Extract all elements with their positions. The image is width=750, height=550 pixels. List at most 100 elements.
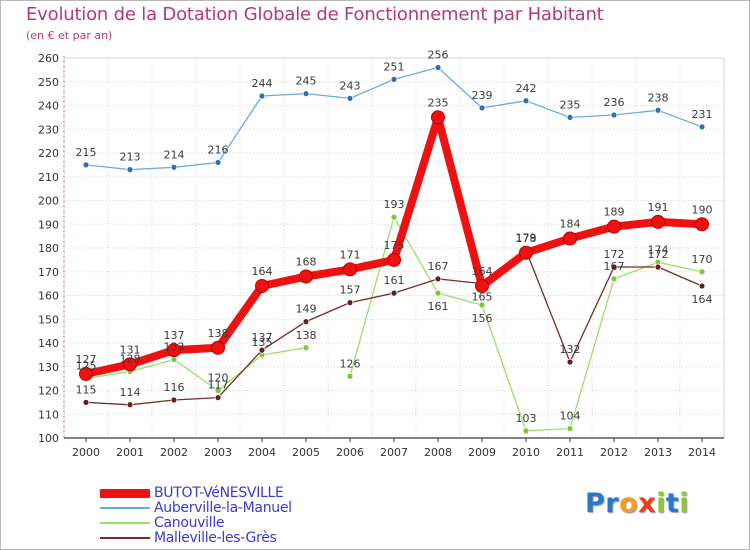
data-point-malleville-les-gr-s: [82, 398, 90, 406]
legend-label-auberville: Auberville-la-Manuel: [154, 500, 292, 516]
y-tick-label: 160: [38, 290, 59, 303]
x-tick-label: 2012: [600, 446, 628, 459]
x-tick-label: 2011: [556, 446, 584, 459]
data-point-auberville-la-manuel: [258, 92, 266, 100]
data-label-canouville: 138: [296, 329, 317, 342]
legend-item-canouville[interactable]: Canouville: [100, 515, 225, 531]
data-label-malleville-les-gr-s: 179: [516, 231, 537, 244]
data-point-butot-v-nesville: [563, 231, 577, 246]
data-label-auberville-la-manuel: 236: [604, 96, 625, 109]
data-point-malleville-les-gr-s: [434, 275, 442, 283]
logo-letter: t: [665, 488, 680, 519]
logo-letter: o: [619, 488, 639, 519]
data-point-auberville-la-manuel: [654, 106, 662, 114]
data-point-malleville-les-gr-s: [654, 263, 662, 271]
logo-letter: r: [605, 488, 620, 519]
y-tick-label: 120: [38, 385, 59, 398]
data-label-auberville-la-manuel: 244: [252, 77, 273, 90]
data-point-butot-v-nesville: [167, 343, 181, 358]
data-point-auberville-la-manuel: [434, 64, 442, 71]
y-tick-label: 200: [38, 195, 59, 208]
data-label-auberville-la-manuel: 256: [428, 49, 449, 62]
data-label-butot-v-nesville: 168: [296, 256, 317, 269]
legend-swatch-auberville: [100, 507, 150, 509]
data-label-malleville-les-gr-s: 114: [120, 386, 141, 399]
data-label-malleville-les-gr-s: 137: [252, 331, 273, 344]
data-point-auberville-la-manuel: [170, 163, 178, 171]
data-point-malleville-les-gr-s: [258, 346, 266, 354]
data-label-malleville-les-gr-s: 116: [164, 381, 185, 394]
data-point-auberville-la-manuel: [478, 104, 486, 112]
chart-title: Evolution de la Dotation Globale de Fonc…: [26, 4, 604, 25]
data-point-butot-v-nesville: [431, 110, 445, 125]
data-label-canouville: 193: [384, 198, 405, 211]
data-point-malleville-les-gr-s: [346, 299, 354, 307]
x-tick-label: 2009: [468, 446, 496, 459]
y-tick-label: 230: [38, 123, 59, 136]
data-label-malleville-les-gr-s: 172: [604, 248, 625, 261]
x-tick-label: 2014: [688, 446, 716, 459]
data-label-butot-v-nesville: 178: [516, 232, 537, 245]
data-label-canouville: 120: [208, 372, 229, 385]
x-tick-label: 2005: [292, 446, 320, 459]
data-label-malleville-les-gr-s: 165: [472, 291, 493, 304]
y-tick-label: 140: [38, 337, 59, 350]
data-label-canouville: 104: [560, 410, 581, 423]
legend-item-malleville[interactable]: Malleville-les-Grès: [100, 530, 277, 546]
data-label-malleville-les-gr-s: 117: [208, 379, 229, 392]
data-label-malleville-les-gr-s: 161: [384, 274, 405, 287]
data-point-canouville: [346, 372, 354, 380]
data-label-butot-v-nesville: 138: [208, 327, 229, 340]
x-tick-label: 2008: [424, 446, 452, 459]
data-label-malleville-les-gr-s: 157: [340, 284, 361, 297]
data-label-auberville-la-manuel: 214: [164, 148, 185, 161]
data-point-malleville-les-gr-s: [390, 289, 398, 297]
data-point-canouville: [478, 301, 486, 309]
legend-item-butot[interactable]: BUTOT-VéNESVILLE: [100, 485, 284, 501]
legend-label-malleville: Malleville-les-Grès: [154, 530, 277, 546]
data-label-malleville-les-gr-s: 167: [428, 260, 449, 273]
data-point-malleville-les-gr-s: [610, 263, 618, 271]
data-point-canouville: [698, 268, 706, 276]
data-label-auberville-la-manuel: 231: [692, 108, 713, 121]
y-tick-label: 190: [38, 218, 59, 231]
data-label-auberville-la-manuel: 243: [340, 79, 361, 92]
data-label-auberville-la-manuel: 238: [648, 91, 669, 104]
data-point-malleville-les-gr-s: [170, 396, 178, 404]
data-point-malleville-les-gr-s: [214, 394, 222, 402]
data-label-butot-v-nesville: 235: [428, 96, 449, 109]
x-tick-label: 2010: [512, 446, 540, 459]
data-point-butot-v-nesville: [343, 262, 357, 277]
data-point-canouville: [214, 387, 222, 394]
data-point-canouville: [566, 425, 574, 432]
data-point-butot-v-nesville: [211, 340, 225, 355]
data-label-canouville: 103: [516, 412, 537, 425]
y-tick-label: 240: [38, 100, 59, 113]
legend-item-auberville[interactable]: Auberville-la-Manuel: [100, 500, 292, 516]
data-label-auberville-la-manuel: 242: [516, 82, 537, 95]
data-label-canouville: 161: [428, 300, 449, 313]
data-label-auberville-la-manuel: 216: [208, 144, 229, 157]
y-tick-label: 170: [38, 266, 59, 279]
data-label-canouville: 128: [120, 353, 141, 366]
data-point-canouville: [302, 344, 310, 352]
x-tick-label: 2013: [644, 446, 672, 459]
logo-letter: i: [679, 488, 690, 519]
data-point-malleville-les-gr-s: [302, 318, 310, 326]
logo-letter: x: [638, 488, 657, 519]
data-label-canouville: 126: [340, 357, 361, 370]
data-label-canouville: 174: [648, 243, 669, 256]
data-label-canouville: 156: [472, 312, 493, 325]
data-point-canouville: [610, 275, 618, 283]
data-point-butot-v-nesville: [651, 214, 665, 229]
data-point-malleville-les-gr-s: [566, 358, 574, 366]
data-point-butot-v-nesville: [475, 279, 489, 293]
data-label-butot-v-nesville: 137: [164, 329, 185, 342]
data-point-canouville: [434, 289, 442, 297]
y-tick-label: 110: [38, 408, 59, 421]
logo-letter: i: [656, 488, 666, 519]
y-tick-label: 220: [38, 147, 59, 160]
legend-label-canouville: Canouville: [154, 515, 225, 531]
data-label-butot-v-nesville: 175: [384, 239, 405, 252]
legend-swatch-malleville: [100, 537, 150, 539]
